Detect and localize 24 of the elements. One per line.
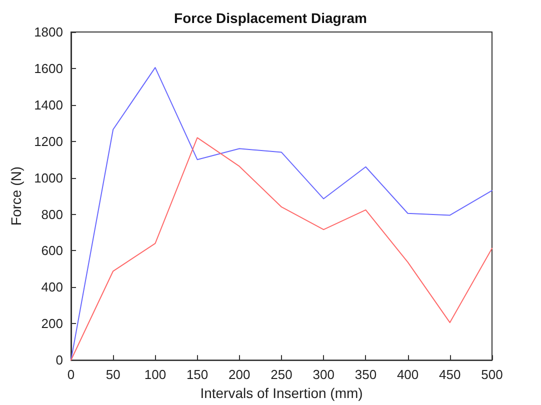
y-tick-label: 0 — [56, 352, 63, 368]
y-tick-label: 800 — [41, 206, 63, 222]
y-axis-title: Force (N) — [8, 166, 24, 226]
x-tick-label: 400 — [396, 367, 419, 382]
x-tick-label: 250 — [270, 367, 292, 382]
x-tick-label: 150 — [186, 367, 208, 382]
chart-title: Force Displacement Diagram — [174, 10, 367, 26]
y-tick-label: 600 — [41, 243, 63, 258]
x-tick-label: 100 — [144, 367, 166, 382]
x-tick-label: 200 — [228, 367, 250, 382]
y-tick-label: 1400 — [34, 97, 63, 112]
x-tick-label: 450 — [439, 367, 461, 382]
y-tick-label: 1800 — [34, 24, 63, 40]
x-tick-label: 0 — [67, 367, 75, 382]
y-tick-label: 1200 — [34, 134, 63, 149]
x-tick-label: 50 — [106, 367, 120, 382]
x-tick-label: 300 — [312, 367, 334, 382]
x-tick-label: 500 — [481, 367, 503, 382]
y-tick-label: 400 — [41, 280, 63, 295]
x-tick-label: 350 — [354, 367, 377, 382]
y-tick-label: 200 — [41, 316, 63, 332]
x-axis-title: Intervals of Insertion (mm) — [200, 385, 363, 401]
y-tick-label: 1000 — [34, 170, 63, 186]
y-tick-label: 1600 — [34, 60, 63, 76]
